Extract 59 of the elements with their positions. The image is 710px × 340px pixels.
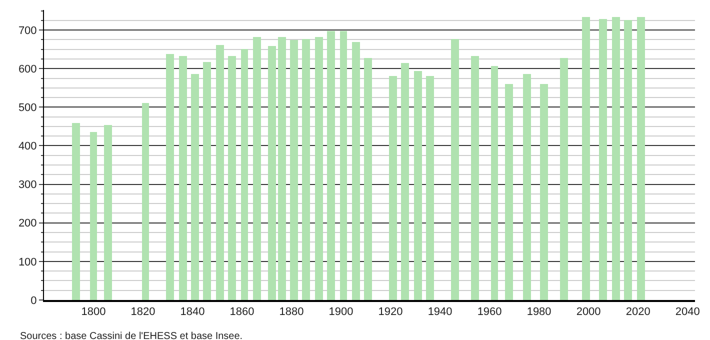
bar	[637, 17, 645, 300]
y-tick-label: 0	[30, 294, 37, 307]
y-tick-label: 400	[18, 140, 37, 153]
bar	[582, 17, 590, 300]
bar	[451, 39, 459, 300]
bar	[253, 37, 261, 300]
y-tick-label: 700	[18, 24, 37, 37]
x-tick-label: 1960	[477, 306, 502, 318]
bar	[203, 62, 211, 300]
x-tick-label: 1820	[130, 306, 156, 318]
bar	[179, 56, 187, 300]
y-tick-label: 500	[18, 102, 37, 114]
bar	[599, 19, 607, 300]
bar	[142, 103, 149, 300]
x-tick-label: 1900	[328, 306, 354, 318]
x-tick-label: 2000	[576, 306, 601, 318]
x-tick-label: 1920	[378, 306, 403, 318]
x-tick-label: 1880	[279, 306, 304, 318]
bar	[414, 71, 422, 300]
bar	[389, 76, 397, 300]
x-tick-label: 1860	[230, 306, 254, 318]
bar	[241, 49, 248, 300]
bar	[491, 66, 498, 300]
x-tick-label: 1940	[428, 306, 452, 318]
x-tick-label: 2040	[675, 306, 700, 318]
x-tick-label: 1980	[526, 306, 552, 318]
bar	[268, 46, 276, 300]
source-note: Sources : base Cassini de l'EHESS et base Insee.	[20, 331, 243, 340]
bar	[104, 125, 112, 300]
bar	[505, 84, 513, 300]
x-tick-label: 1840	[180, 306, 205, 318]
bar	[540, 84, 548, 300]
bar	[278, 37, 286, 300]
bar	[471, 56, 479, 300]
bar	[72, 123, 80, 300]
x-tick-label: 2020	[626, 306, 650, 318]
bar	[228, 56, 236, 300]
bar	[290, 40, 298, 300]
y-tick-label: 200	[18, 218, 37, 230]
x-tick-label: 1800	[81, 306, 106, 318]
bar	[364, 58, 372, 300]
bar	[191, 74, 199, 300]
bar	[302, 39, 310, 300]
bar	[401, 63, 409, 300]
bar	[426, 76, 434, 300]
bar	[90, 132, 97, 300]
bar	[340, 31, 347, 300]
bar	[352, 42, 360, 300]
bar	[523, 74, 531, 300]
y-tick-label: 600	[18, 63, 37, 76]
bar	[624, 20, 632, 300]
bar	[166, 54, 174, 300]
bar	[315, 37, 323, 300]
bar	[327, 31, 335, 300]
bar	[612, 17, 620, 300]
y-tick-label: 300	[18, 179, 37, 192]
bar	[216, 45, 224, 300]
bar	[560, 58, 568, 300]
y-tick-label: 100	[18, 256, 37, 268]
